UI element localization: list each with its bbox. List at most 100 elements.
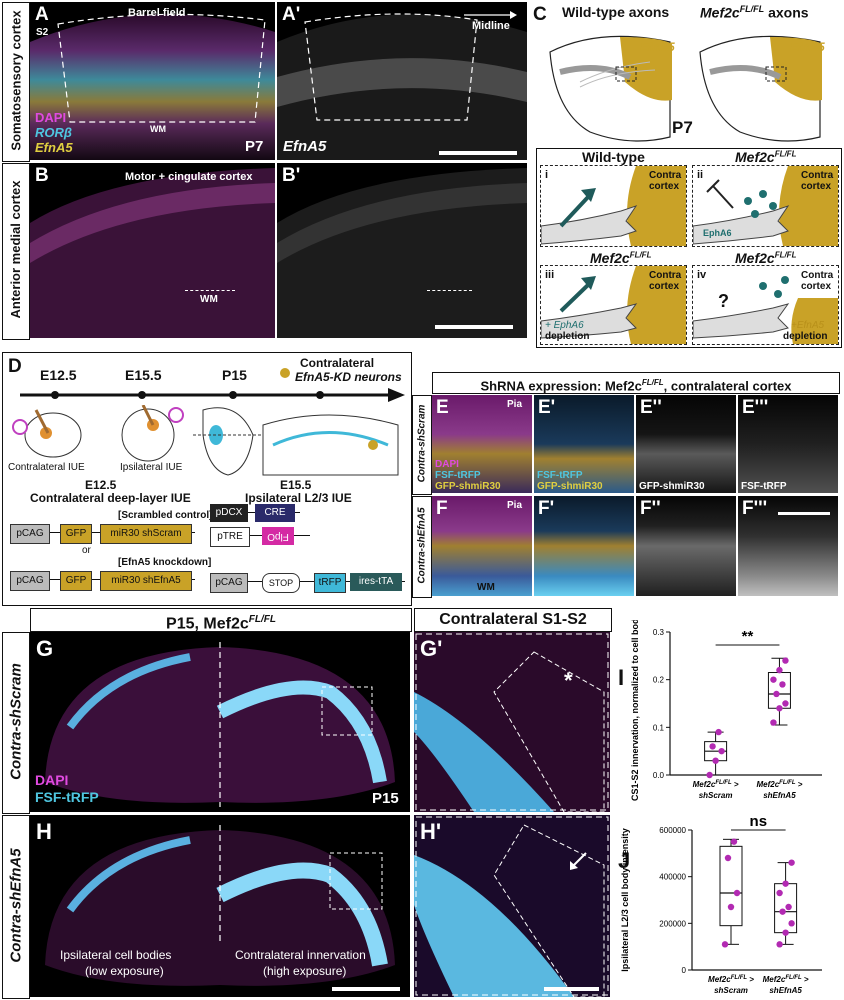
data-point	[785, 903, 792, 911]
side-text-antmed: Anterior medial cortex	[8, 180, 23, 319]
panel-c-iv-depletion: depletion	[783, 331, 828, 342]
data-point	[712, 757, 719, 764]
panel-e-header-sup: FL/FL	[641, 378, 664, 387]
d-mir-she: miR30 shEfnA5	[100, 571, 192, 591]
x-tick-label-2: shScram	[699, 791, 733, 800]
panel-c-ii-epha6: EphA6	[703, 228, 732, 238]
data-point	[724, 854, 732, 862]
panel-a2-image: A' Midline EfnA5	[277, 2, 527, 160]
panel-b2-wm-dash	[427, 290, 472, 291]
scale-bar-h	[332, 987, 400, 991]
panel-c-p7: P7	[672, 118, 693, 137]
panel-e-label: E	[436, 397, 449, 418]
chart-j-label: J	[618, 848, 631, 873]
panel-e-header: ShRNA expression: Mef2cFL/FL, contralate…	[432, 372, 840, 394]
panel-c-i-num: i	[545, 169, 549, 181]
d-scram-note: [Scrambled control]	[118, 510, 213, 521]
box-iqr	[719, 845, 743, 927]
panel-b-label: B	[35, 165, 49, 186]
panel-c-sub-iv-svg	[692, 276, 838, 344]
chart-i-label: I	[618, 665, 625, 690]
data-point	[715, 728, 722, 736]
panel-h-label: H	[36, 819, 52, 844]
panel-c-sub-iii-svg	[540, 266, 686, 344]
panel-e-header-tail: , contralateral cortex	[663, 378, 792, 394]
panel-c-label: C	[533, 4, 547, 25]
panel-h-svg	[45, 825, 395, 986]
panel-h-ipsi1: Ipsilateral cell bodies	[60, 948, 172, 962]
panel-b-region: Motor + cingulate cortex	[125, 171, 253, 183]
side-e-scram-text: Contra-shScram	[416, 404, 428, 483]
d-pcag-3: pCAG	[210, 573, 248, 593]
panel-c-brains-svg	[549, 35, 822, 142]
panel-a-age: P7	[245, 138, 264, 155]
panel-h-contra2: (high exposure)	[263, 964, 347, 978]
data-point	[788, 920, 795, 927]
panel-a2-svg	[277, 13, 527, 160]
data-point	[782, 700, 789, 707]
panel-g-title-sup: FL/FL	[248, 614, 276, 625]
panel-e-fsf: FSF-tRFP	[435, 470, 481, 481]
d-trfp: tRFP	[314, 573, 346, 593]
d-legend-dot	[280, 368, 290, 378]
d-contra-iue: Contralateral IUE	[8, 462, 85, 473]
chart-i: 0.0 0.1 0.2 0.3 CS1-S2 innervation, normaliz…	[630, 620, 822, 801]
panel-g2-image: G' *	[414, 632, 610, 812]
panel-b-image: B Motor + cingulate cortex WM	[30, 163, 275, 338]
d-ipsi-iue: Ipsilateral IUE	[120, 462, 183, 473]
panel-a-label: A	[35, 4, 49, 25]
x-tick-label-2: shScram	[714, 986, 748, 995]
data-point	[779, 908, 786, 915]
panel-c-iv-sup: FL/FL	[774, 250, 797, 260]
panel-e4-fsf: FSF-tRFP	[741, 481, 787, 492]
data-point	[776, 705, 783, 712]
panel-g-title: P15, Mef2cFL/FL	[30, 608, 412, 632]
y-tick-label: 0.0	[653, 771, 665, 780]
panel-g2-title: Contralateral S1-S2	[414, 608, 612, 632]
d-or: or	[82, 545, 91, 556]
data-point	[709, 743, 716, 750]
midline-arrow-icon	[464, 11, 517, 19]
d-ires: ires-tTA	[350, 573, 402, 591]
panel-e-header-text: ShRNA expression: Mef2c	[480, 378, 642, 394]
panel-c-mef-title: Mef2cFL/FL axons	[700, 4, 809, 21]
panel-g-image: G DAPI FSF-tRFP P15	[30, 632, 410, 812]
panel-b2-image: B'	[277, 163, 527, 338]
y-tick-label: 0	[682, 966, 687, 975]
panel-h2-image: H'	[414, 815, 610, 997]
panel-c-iii-sup: FL/FL	[629, 250, 652, 260]
panel-f-pia: Pia	[507, 500, 523, 511]
panel-a-wm: WM	[150, 124, 166, 134]
side-g-scram: Contra-shScram	[2, 632, 30, 814]
panel-e2-label: E'	[538, 397, 556, 418]
d-pcag-2: pCAG	[10, 571, 50, 591]
significance-label: ns	[750, 813, 768, 830]
d-flpo: FlpO	[262, 527, 294, 545]
data-point	[782, 929, 789, 936]
construct-flpo: pTRE FlpO	[210, 527, 310, 547]
panel-e-gfp: GFP-shmiR30	[435, 481, 501, 492]
panel-c-iv-efna5: +EfnA5	[791, 320, 825, 331]
panel-f3-image: F''	[636, 496, 736, 596]
data-point	[776, 666, 783, 674]
panel-c-ii-num: ii	[697, 169, 704, 181]
chart-j: 0 200000 400000 600000 Ipsilateral L2/3 cell…	[620, 813, 822, 995]
panel-c-iv-num: iv	[697, 269, 707, 281]
side-f-efna5: Contra-shEfnA5	[412, 496, 432, 598]
construct-scram: pCAG GFP miR30 shScram	[10, 524, 195, 544]
panel-b-svg	[30, 168, 275, 338]
data-point	[730, 838, 738, 845]
panel-f3-label: F''	[640, 498, 661, 519]
panel-c-i-title: Wild-type	[582, 149, 645, 165]
panel-b2-svg	[277, 168, 527, 338]
panel-c-iii-contra: Contra	[649, 270, 682, 281]
panel-c-ii-title: Mef2cFL/FL	[735, 149, 796, 165]
panel-h-image: H Ipsilateral cell bodies (low exposure)…	[30, 815, 410, 997]
panel-c-wt-title: Wild-type axons	[562, 4, 670, 20]
panel-g-dapi: DAPI	[35, 772, 69, 788]
y-axis-label: Ipsilateral L2/3 cell body intensity	[620, 828, 630, 972]
x-tick-label: Mef2cFL/FL >	[756, 780, 802, 789]
y-tick-label: 200000	[659, 919, 686, 928]
panel-c-iii-gene: Mef2c	[590, 250, 630, 266]
data-point	[733, 889, 741, 897]
